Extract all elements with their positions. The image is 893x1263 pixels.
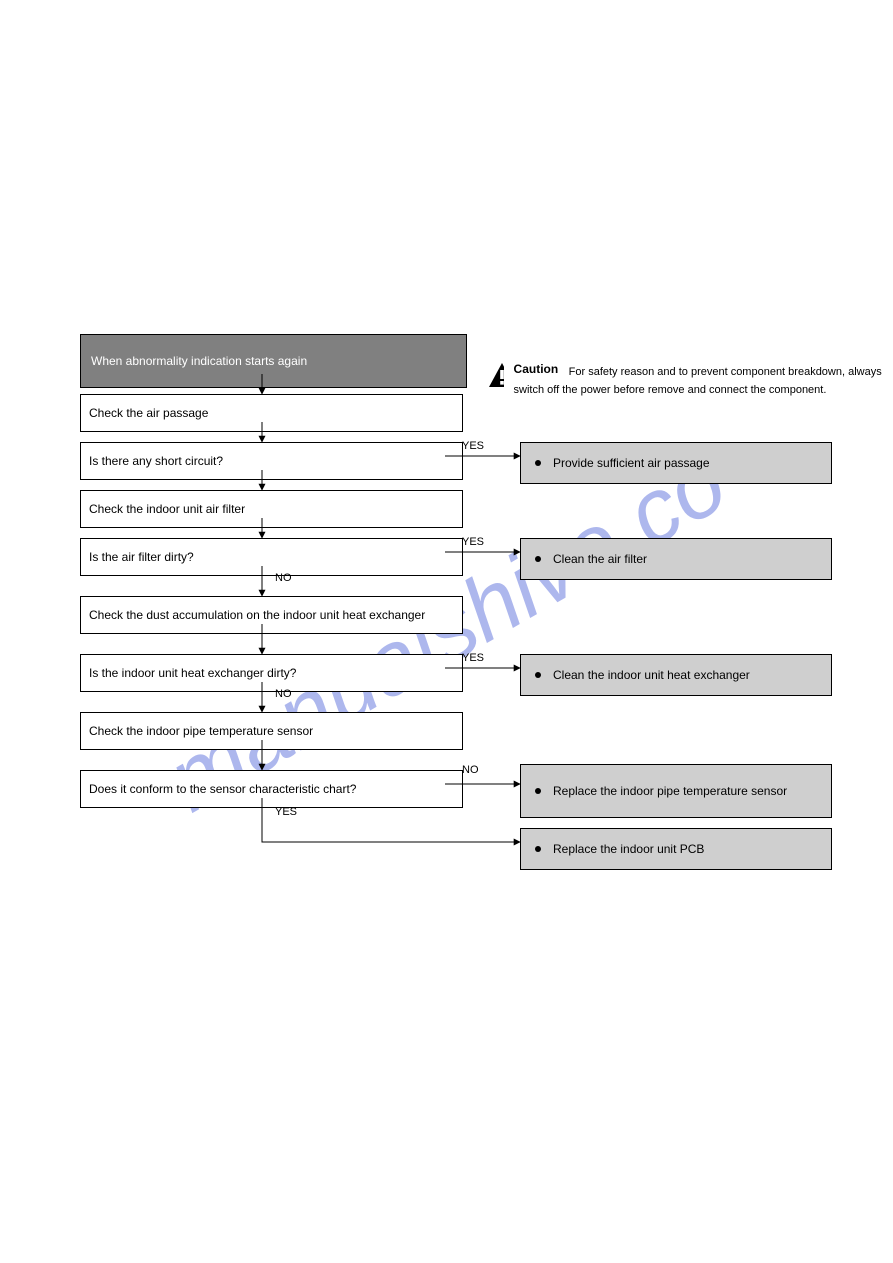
flowchart-arrows [0,0,893,1263]
